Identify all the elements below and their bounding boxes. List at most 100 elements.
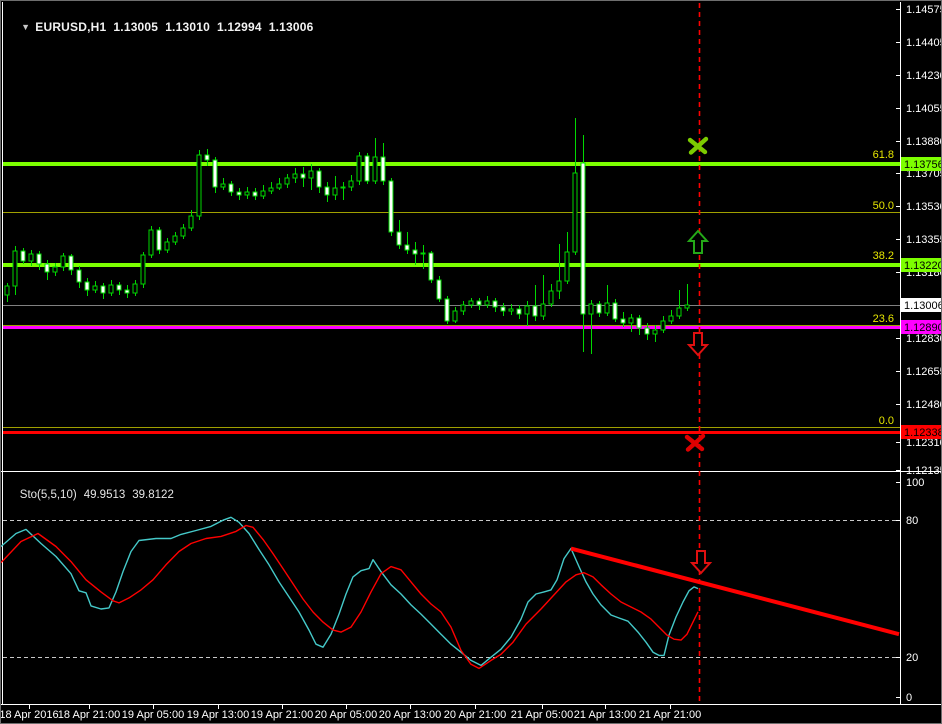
sto-red-down-arrow[interactable] [689, 550, 713, 575]
candle-body [332, 187, 338, 196]
candle-body [388, 180, 394, 233]
candle-body [436, 279, 442, 300]
chevron-down-icon[interactable]: ▼ [21, 22, 31, 32]
axis-tick [896, 470, 900, 471]
fibonacci-retracement[interactable]: 61.8 50.0 38.2 23.6 0.0 [3, 149, 900, 428]
candle-body [532, 305, 538, 317]
candle-body [484, 300, 490, 306]
indicator-main-value: 49.9513 [83, 489, 126, 501]
axis-tick [896, 482, 900, 483]
candle-body [252, 191, 258, 197]
candle-body [356, 155, 362, 182]
time-tick [153, 705, 154, 709]
quote-low: 1.12994 [216, 20, 262, 34]
candle-body [516, 308, 522, 315]
stochastic-pane [1, 516, 900, 670]
sto-signal-line[interactable] [1, 524, 699, 670]
axis-tick [896, 206, 900, 207]
candle-body [68, 255, 74, 271]
candle-body [100, 285, 106, 294]
candle-body [164, 241, 170, 251]
hline-1.13756[interactable] [3, 162, 900, 166]
candle-body [324, 186, 330, 196]
hline-1.13220[interactable] [3, 263, 900, 267]
price-axis-label: 1.14405 [906, 37, 941, 49]
candle-wick [607, 285, 608, 316]
price-axis-label: 1.12310 [906, 437, 941, 449]
candle-body [4, 285, 10, 296]
indicator-signal-value: 39.8122 [132, 489, 174, 501]
green-cross-mark[interactable] [687, 136, 709, 155]
time-tick [542, 705, 543, 709]
candle-body [340, 186, 346, 189]
candle-body [540, 303, 546, 317]
candle-body [564, 251, 570, 282]
fib-line-23.6[interactable] [3, 325, 900, 326]
candle-wick [559, 244, 560, 299]
candle-body [604, 302, 610, 314]
time-tick [670, 705, 671, 709]
candle-body [228, 183, 234, 193]
candle-body [380, 156, 386, 182]
candle-body [524, 305, 530, 315]
sto-axis-label: 20 [906, 652, 918, 664]
arrow-up-icon [686, 229, 710, 254]
fib-line-0.0[interactable] [3, 427, 900, 428]
time-axis-label: 19 Apr 13:00 [187, 709, 249, 721]
candle-body [444, 298, 450, 322]
candle-body [204, 154, 210, 161]
candle-body [236, 191, 242, 196]
candle-body [20, 250, 26, 262]
candle-body [276, 183, 282, 189]
candle-body [260, 190, 266, 197]
price-axis[interactable]: 1.14575 1.14405 1.14230 1.14055 1.13880 1.137… [896, 4, 941, 704]
time-axis[interactable]: 18 Apr 2016 18 Apr 21:00 19 Apr 05:00 19 Ap… [1, 705, 701, 721]
quote-high: 1.13010 [165, 20, 210, 34]
candle-body [660, 320, 666, 331]
fib-line-50.0[interactable] [3, 212, 900, 213]
candle-body [588, 303, 594, 315]
horizontal-lines[interactable] [3, 162, 900, 434]
time-tick [29, 705, 30, 709]
candle-body [500, 306, 506, 312]
time-axis-label: 21 Apr 21:00 [639, 709, 701, 721]
candle-body [404, 244, 410, 251]
candle-body [108, 284, 114, 294]
candle-body [396, 231, 402, 246]
axis-tick [896, 338, 900, 339]
candle-body [452, 310, 458, 322]
pane-left-border [2, 2, 3, 704]
candle-body [364, 155, 370, 182]
price-axis-label: 1.13880 [906, 136, 941, 148]
indicator-title: Sto(5,5,10) 49.9513 39.8122 [7, 477, 174, 513]
candle-body [140, 254, 146, 285]
price-axis-label: 1.14230 [906, 70, 941, 82]
time-tick [605, 705, 606, 709]
green-up-arrow[interactable] [686, 229, 710, 254]
red-down-arrow[interactable] [686, 332, 710, 357]
red-cross-mark[interactable] [684, 433, 706, 452]
price-box-1.13756 [901, 157, 941, 171]
sto-main-line[interactable] [1, 516, 699, 667]
candle-wick [423, 245, 424, 269]
candle-body [372, 156, 378, 182]
candle-wick [343, 182, 344, 200]
candle-body [60, 255, 66, 268]
cross-stroke [688, 136, 709, 155]
current-price-line [3, 305, 900, 306]
fib-label-38.2: 38.2 [873, 250, 894, 262]
fib-label-0.0: 0.0 [879, 415, 894, 427]
hline-1.12890[interactable] [3, 326, 900, 329]
time-tick [346, 705, 347, 709]
price-box-label: 1.12890 [904, 322, 941, 334]
hline-1.12338[interactable] [3, 431, 900, 434]
time-axis-label: 18 Apr 21:00 [58, 709, 120, 721]
descending-trendline[interactable] [570, 546, 900, 637]
time-tick [282, 705, 283, 709]
time-axis-label: 21 Apr 13:00 [574, 709, 636, 721]
candle-body [148, 229, 154, 256]
candle-body [84, 281, 90, 291]
price-axis-label: 1.12135 [906, 465, 941, 477]
